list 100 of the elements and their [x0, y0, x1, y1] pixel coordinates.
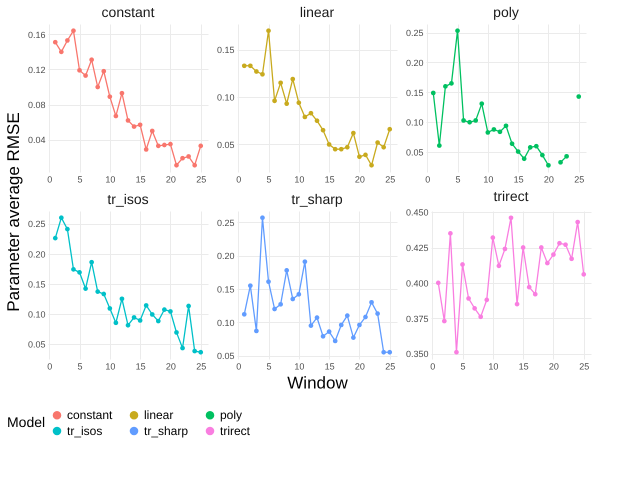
point [132, 315, 136, 320]
point [120, 296, 124, 302]
y-tick-label: 0.20 [216, 251, 234, 262]
y-tick-label: 0.05 [28, 339, 46, 350]
point [338, 146, 344, 152]
point [473, 118, 478, 123]
point [58, 50, 64, 54]
point [308, 110, 314, 116]
y-tick-label: 0.15 [216, 284, 234, 294]
point [180, 346, 185, 350]
y-tick-label: 0.10 [28, 309, 46, 320]
x-tick-label: 10 [105, 174, 116, 184]
x-tick-label: 15 [514, 174, 524, 184]
point [344, 144, 350, 150]
y-tick-label: 0.16 [28, 30, 46, 40]
point [162, 307, 167, 312]
point [528, 145, 533, 150]
point [448, 231, 453, 236]
point [314, 315, 320, 320]
x-tick-label: 0 [430, 362, 436, 372]
y-tick-label: 0.05 [216, 351, 234, 362]
point [95, 84, 100, 90]
y-tick-label: 0.400 [406, 278, 428, 288]
point [484, 298, 490, 302]
point [254, 69, 259, 74]
point [522, 156, 527, 162]
point [510, 141, 514, 146]
point [284, 101, 290, 106]
point [242, 312, 247, 317]
y-tick-label: 0.10 [216, 92, 234, 103]
point [308, 323, 314, 328]
point [442, 318, 447, 324]
point [83, 73, 88, 78]
point [326, 329, 332, 334]
point [520, 245, 526, 250]
point [242, 63, 247, 68]
point [248, 283, 253, 288]
x-tick-label: 10 [294, 174, 304, 184]
point [186, 154, 191, 159]
point [272, 98, 277, 104]
point [569, 256, 574, 262]
y-tick-label: 0.350 [406, 349, 428, 360]
point [186, 304, 191, 308]
point [563, 242, 568, 248]
point [479, 101, 484, 106]
point [534, 144, 539, 149]
y-tick-label: 0.15 [28, 279, 46, 290]
point [138, 318, 142, 323]
chart-title: tr_sharp [291, 191, 343, 207]
x-tick-label: 20 [166, 362, 176, 372]
x-tick-label: 5 [266, 174, 272, 184]
y-tick-label: 0.08 [28, 100, 46, 110]
point [490, 235, 496, 240]
point [558, 160, 563, 165]
point [387, 350, 392, 355]
point [326, 142, 332, 147]
point [126, 322, 130, 328]
x-tick-label: 20 [544, 174, 554, 184]
point [58, 215, 64, 220]
y-tick-label: 0.25 [216, 218, 234, 228]
point [538, 245, 544, 250]
point [290, 76, 296, 82]
point [381, 144, 386, 150]
point [260, 72, 265, 77]
point [381, 350, 386, 355]
point [302, 114, 308, 120]
point [532, 292, 538, 297]
point [156, 318, 161, 324]
point [551, 252, 556, 257]
y-tick-label: 0.10 [406, 118, 424, 128]
point [314, 118, 320, 124]
point [89, 260, 94, 265]
legend-title: Model [7, 414, 46, 430]
point [557, 240, 562, 246]
point [248, 63, 253, 68]
point [254, 328, 259, 334]
x-tick-label: 20 [354, 362, 365, 372]
point [430, 90, 436, 96]
y-tick-label: 0.20 [28, 249, 46, 260]
x-tick-label: 25 [385, 174, 396, 184]
y-tick-label: 0.25 [28, 219, 46, 230]
point [564, 154, 569, 159]
point [502, 246, 508, 252]
legend-label: tr_isos [67, 424, 102, 438]
point [126, 118, 130, 123]
point [120, 90, 124, 96]
x-tick-label: 25 [574, 174, 584, 184]
x-tick-label: 20 [548, 362, 559, 372]
x-tick-label: 15 [136, 174, 146, 184]
point [498, 129, 502, 134]
point [436, 143, 442, 148]
x-axis-title: Window [287, 374, 348, 392]
x-tick-label: 5 [460, 362, 466, 372]
x-tick-label: 10 [488, 362, 498, 372]
point [436, 280, 441, 286]
point [114, 114, 118, 118]
chart-title: constant [102, 4, 155, 20]
point [107, 94, 112, 100]
x-tick-label: 25 [196, 174, 206, 184]
legend-label: linear [144, 408, 174, 422]
